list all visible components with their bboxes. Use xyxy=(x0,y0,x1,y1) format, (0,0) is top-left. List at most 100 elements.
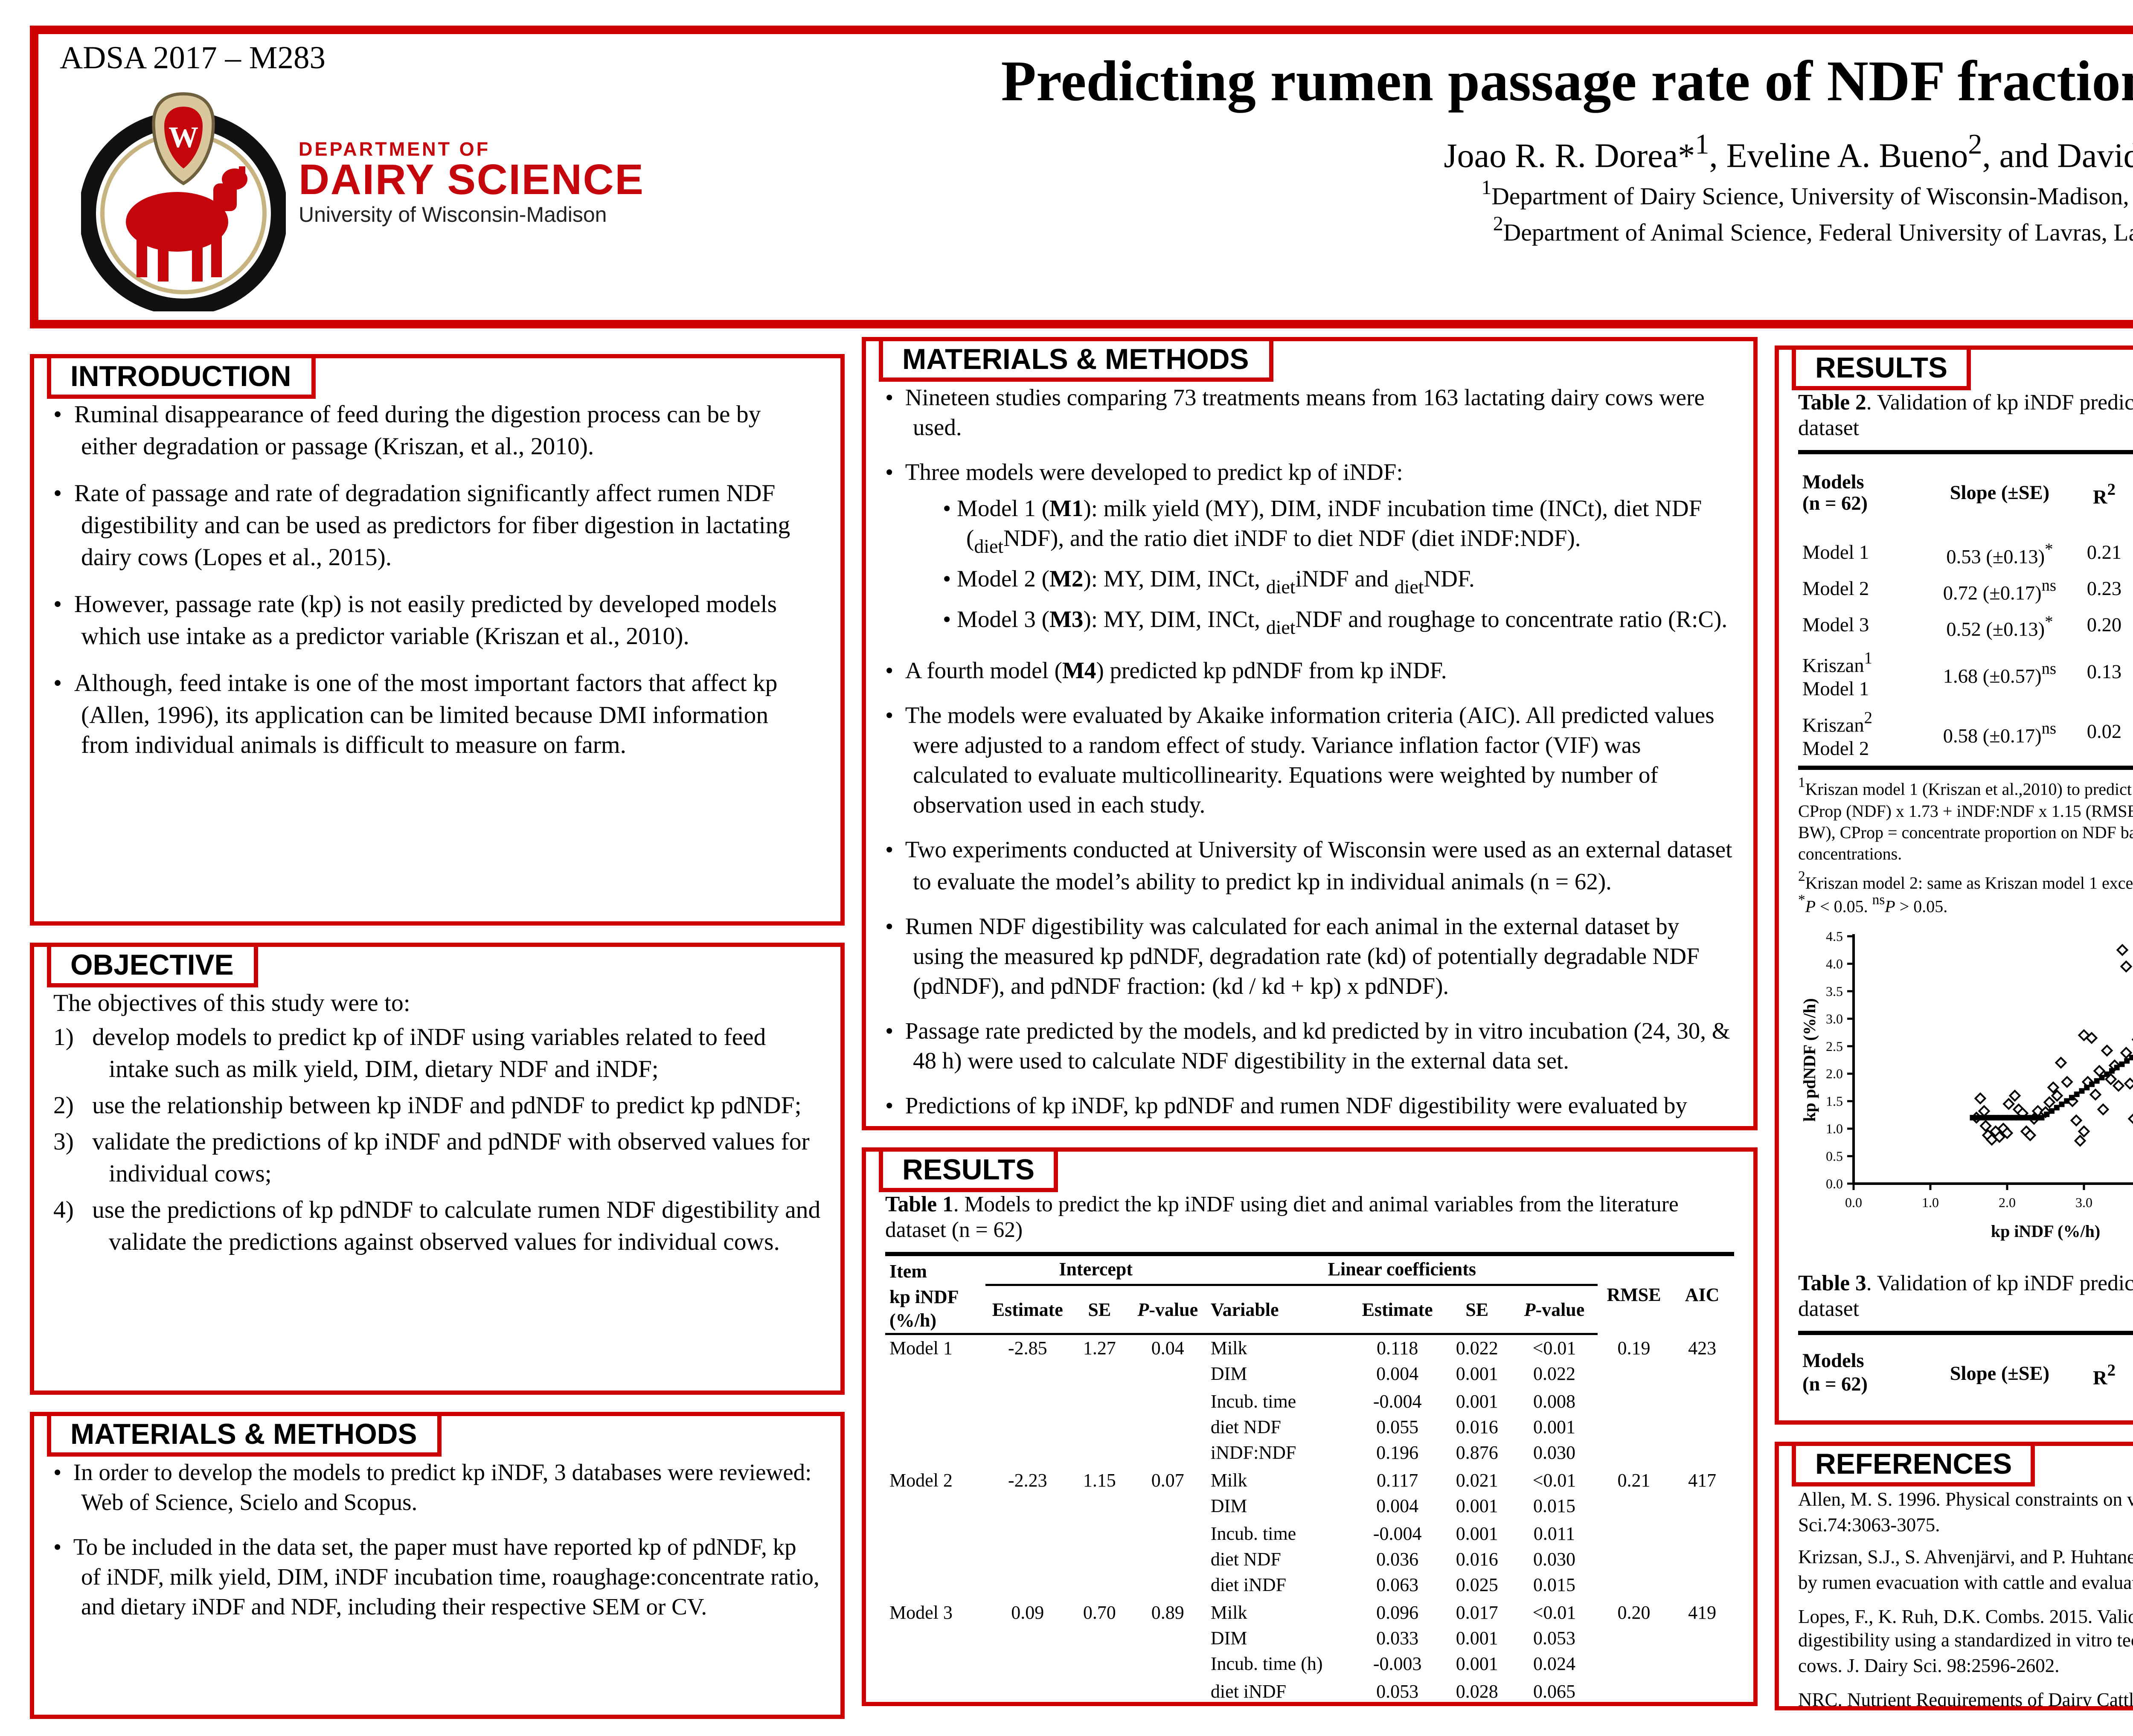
table-cell xyxy=(1670,1652,1734,1678)
table-row: Model 10.53 (±0.13)*0.210.400.7017.413.8… xyxy=(1798,537,2133,573)
table-cell xyxy=(985,1440,1070,1467)
svg-text:1.0: 1.0 xyxy=(1826,1121,1843,1136)
table3-title: Table 3. Validation of kp iNDF predictio… xyxy=(1798,1273,2133,1325)
dept-line-1: DEPARTMENT OF xyxy=(299,141,644,161)
mm2-bullets: Nineteen studies comparing 73 treatments… xyxy=(885,384,1734,1130)
table-row: Models(n = 62)Slope (±SE)R2CCCRMSEP(%/h)… xyxy=(1798,453,2133,483)
table-cell xyxy=(1070,1652,1129,1678)
table-cell: 419 xyxy=(1670,1599,1734,1625)
panel-results-1: RESULTS Table 1. Models to predict the k… xyxy=(862,1147,1758,1706)
table-cell: 0.001 xyxy=(1443,1388,1511,1414)
table-cell xyxy=(985,1493,1070,1520)
table-cell: <0.01 xyxy=(1511,1334,1598,1361)
cow-logo-icon: W xyxy=(81,90,286,311)
table-header-cell: R2 xyxy=(2075,1333,2133,1417)
table-cell: 0.022 xyxy=(1443,1334,1511,1361)
table2-footnote-1: 1Kriszan model 1 (Kriszan et al.,2010) t… xyxy=(1798,776,2133,865)
section-header-introduction: INTRODUCTION xyxy=(47,354,315,399)
reference-item: NRC. Nutrient Requirements of Dairy Catt… xyxy=(1798,1689,2133,1710)
list-item: Rate of passage and rate of degradation … xyxy=(53,479,821,575)
table-cell: DIM xyxy=(1206,1361,1352,1388)
table-cell xyxy=(885,1546,985,1573)
reference-item: Lopes, F., K. Ruh, D.K. Combs. 2015. Val… xyxy=(1798,1605,2133,1680)
table-cell xyxy=(1129,1520,1206,1546)
table-row: Model 30.52 (±0.13)*0.200.350.7233.92.86… xyxy=(1798,610,2133,646)
poster-title: Predicting rumen passage rate of NDF fra… xyxy=(721,51,2133,114)
table-cell: 0.063 xyxy=(1352,1572,1443,1599)
dept-wordmark: DEPARTMENT OF DAIRY SCIENCE University o… xyxy=(299,141,644,230)
conference-id: ADSA 2017 – M283 xyxy=(60,43,325,79)
table-cell xyxy=(885,1493,985,1520)
table-cell: -0.004 xyxy=(1352,1388,1443,1414)
table-header-cell: AIC xyxy=(1670,1254,1734,1334)
table-header-cell: P-value xyxy=(1511,1284,1598,1334)
table-cell: 0.876 xyxy=(1443,1440,1511,1467)
table-cell xyxy=(985,1388,1070,1414)
panel-materials-methods-2: MATERIALS & METHODS Nineteen studies com… xyxy=(862,337,1758,1130)
reference-item: Allen, M. S. 1996. Physical constraints … xyxy=(1798,1489,2133,1539)
panel-objective: OBJECTIVE The objectives of this study w… xyxy=(30,943,845,1395)
table-cell xyxy=(1670,1493,1734,1520)
table-cell xyxy=(1129,1704,1206,1706)
svg-text:1.5: 1.5 xyxy=(1826,1093,1843,1109)
table-cell: <0.01 xyxy=(1511,1599,1598,1625)
svg-text:3.0: 3.0 xyxy=(2075,1195,2092,1210)
table-cell: Model 2 xyxy=(885,1467,985,1493)
svg-text:4.0: 4.0 xyxy=(1826,956,1843,971)
objective-lead: The objectives of this study were to: xyxy=(53,990,821,1022)
table-cell xyxy=(1598,1520,1671,1546)
column-2: MATERIALS & METHODS Nineteen studies com… xyxy=(862,337,1758,1723)
list-item: A fourth model (M4) predicted kp pdNDF f… xyxy=(885,657,1734,687)
table-row: Models(n = 62)Slope (±SE)R2CCCRMSEP(%/h)… xyxy=(1798,1333,2133,1364)
table-cell xyxy=(1070,1678,1129,1704)
table-cell: Kriszan2 Model 2 xyxy=(1798,706,1925,768)
table-cell: 0.001 xyxy=(1443,1493,1511,1520)
table-header-cell: RMSE xyxy=(1598,1254,1671,1334)
table-cell xyxy=(1670,1520,1734,1546)
table-cell: 0.196 xyxy=(1352,1440,1443,1467)
table-cell: 0.58 (±0.17)ns xyxy=(1925,706,2075,768)
list-item: use the predictions of kp pdNDF to calcu… xyxy=(53,1196,821,1259)
table-cell: 417 xyxy=(1670,1467,1734,1493)
table-cell: 0.001 xyxy=(1443,1652,1511,1678)
table-cell xyxy=(1129,1414,1206,1440)
table-cell xyxy=(1129,1440,1206,1467)
svg-text:3.0: 3.0 xyxy=(1826,1011,1843,1026)
table-cell: 423 xyxy=(1670,1334,1734,1361)
table-row: Kriszan2 Model 20.58 (±0.17)ns0.020.030.… xyxy=(1798,706,2133,768)
table-cell: 0.004 xyxy=(1352,1493,1443,1520)
mm1-bullets: In order to develop the models to predic… xyxy=(53,1459,821,1624)
table-cell: 0.016 xyxy=(1443,1414,1511,1440)
table-header-cell: Linear coefficients xyxy=(1206,1254,1598,1284)
table-cell xyxy=(1670,1546,1734,1573)
table-cell: -0.003 xyxy=(1352,1652,1443,1678)
table-cell: DIM xyxy=(1206,1493,1352,1520)
table-cell xyxy=(1070,1440,1129,1467)
table-cell xyxy=(1670,1440,1734,1467)
table-cell: Model 1 xyxy=(1798,1417,1925,1425)
table-cell: 0.13 xyxy=(2075,646,2133,705)
table2-footnotes: 1Kriszan model 1 (Kriszan et al.,2010) t… xyxy=(1798,776,2133,919)
table-row: Kriszan1 Model 11.68 (±0.57)ns0.130.130.… xyxy=(1798,646,2133,705)
table-cell: 0.036 xyxy=(1352,1546,1443,1573)
svg-text:W: W xyxy=(169,121,198,154)
table-cell xyxy=(1129,1546,1206,1573)
sub-list-item: Model 2 (M2): MY, DIM, INCt, dietiNDF an… xyxy=(943,566,1734,602)
list-item: Passage rate predicted by the models, an… xyxy=(885,1017,1734,1077)
affiliation-2: 2Department of Animal Science, Federal U… xyxy=(721,214,2133,250)
table-cell: -2.85 xyxy=(985,1334,1070,1361)
table-cell: 0.23 xyxy=(2075,573,2133,610)
table-cell xyxy=(885,1572,985,1599)
table-cell: -2.23 xyxy=(985,1467,1070,1493)
table-cell: 0.21 xyxy=(1598,1467,1671,1493)
section-header-objective: OBJECTIVE xyxy=(47,943,257,987)
table-cell xyxy=(1129,1493,1206,1520)
table-cell: 0.015 xyxy=(1511,1493,1598,1520)
table-cell xyxy=(1070,1704,1129,1706)
table-cell: 0.015 xyxy=(1511,1572,1598,1599)
